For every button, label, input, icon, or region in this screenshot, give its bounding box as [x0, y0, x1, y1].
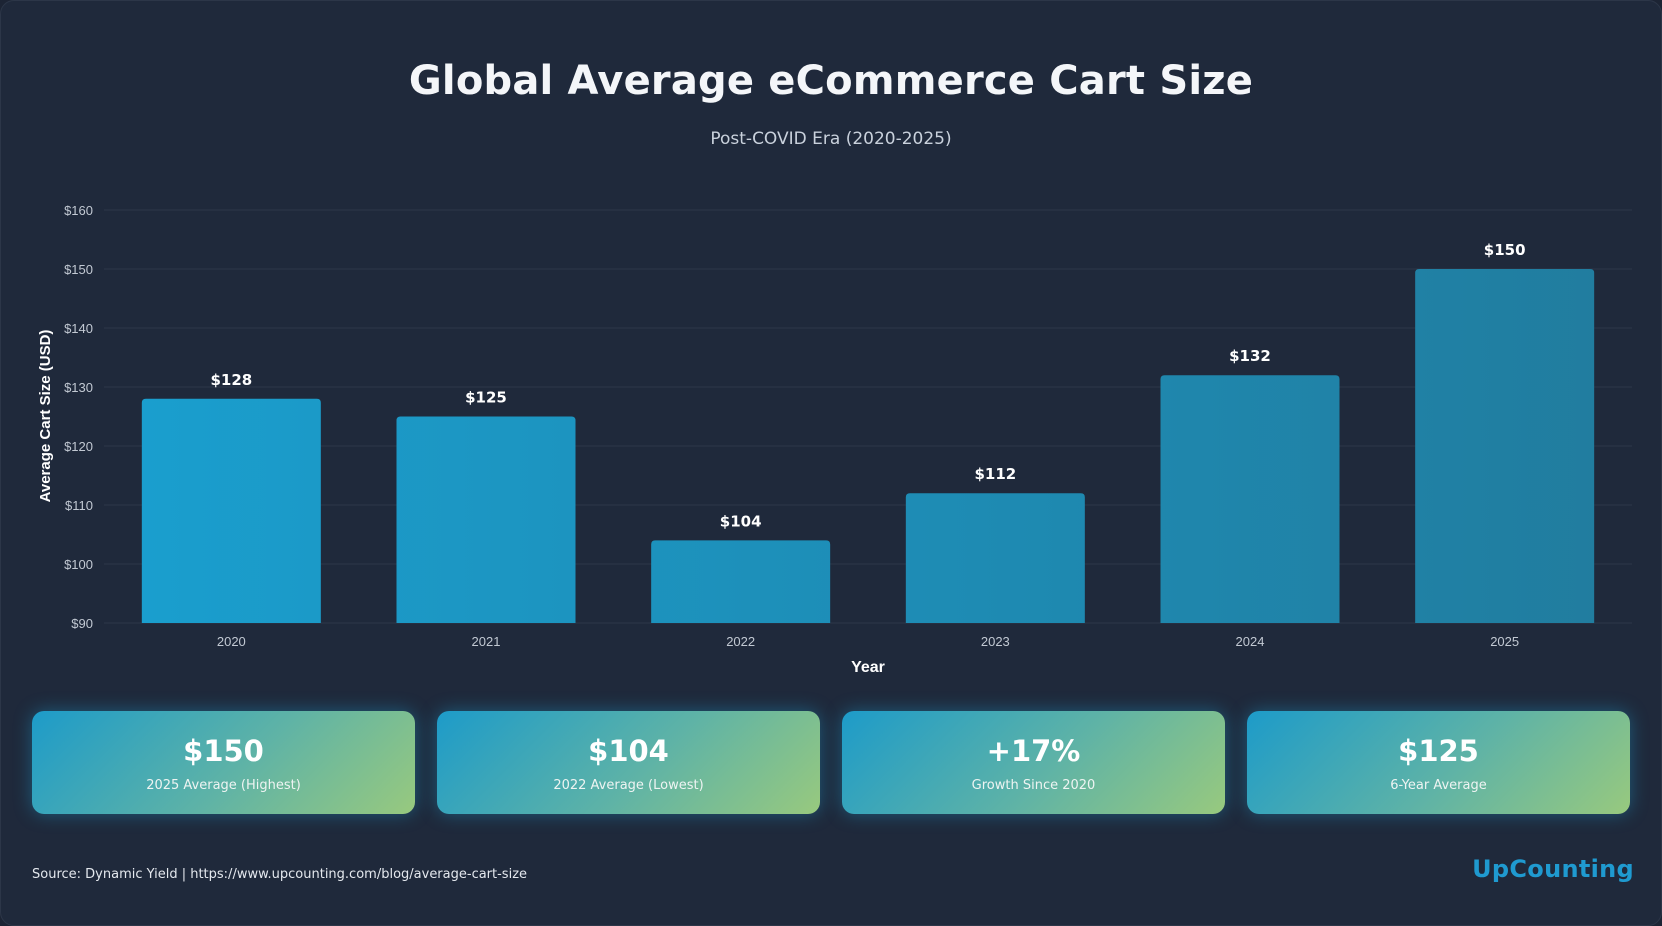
stat-label: 2025 Average (Highest) [146, 778, 301, 793]
source-text: Source: Dynamic Yield | https://www.upco… [32, 867, 528, 882]
bar-chart: $90 $100 $110 $120 $130 $140 $150 $160 $128 2020 $… [37, 203, 1632, 676]
bar [651, 540, 831, 623]
data-label: $150 [1484, 241, 1526, 259]
y-tick-label: $140 [64, 321, 93, 336]
data-label: $128 [210, 371, 252, 389]
y-tick-label: $90 [71, 616, 93, 631]
stat-value: $104 [588, 734, 669, 768]
data-label: $125 [465, 389, 507, 407]
y-axis-title: Average Cart Size (USD) [37, 330, 54, 503]
bar [905, 493, 1085, 623]
stat-label: Growth Since 2020 [971, 778, 1096, 793]
x-tick-label: 2021 [472, 634, 501, 649]
x-axis-title: Year [851, 659, 885, 676]
bar [396, 416, 576, 623]
y-tick-label: $110 [65, 498, 93, 513]
y-tick-label: $100 [64, 557, 93, 572]
stat-card-highest: $150 2025 Average (Highest) [32, 711, 415, 814]
x-tick-label: 2022 [726, 634, 755, 649]
stat-value: +17% [986, 734, 1081, 768]
x-tick-label: 2024 [1236, 634, 1265, 649]
bar [1415, 269, 1595, 623]
stat-label: 2022 Average (Lowest) [553, 778, 704, 793]
data-label: $112 [974, 465, 1016, 483]
y-tick-label: $150 [64, 262, 93, 277]
y-tick-label: $130 [64, 380, 93, 395]
chart-subtitle: Post-COVID Era (2020-2025) [710, 129, 952, 149]
stat-value: $125 [1398, 734, 1479, 768]
bar [1160, 375, 1340, 623]
data-label: $104 [720, 512, 762, 530]
stat-value: $150 [183, 734, 264, 768]
brand-logo: UpCounting [1472, 855, 1634, 883]
bar [141, 398, 321, 623]
x-tick-label: 2023 [981, 634, 1010, 649]
stat-card-lowest: $104 2022 Average (Lowest) [437, 711, 820, 814]
stat-label: 6-Year Average [1390, 778, 1487, 793]
y-tick-label: $120 [64, 439, 93, 454]
stat-card-average: $125 6-Year Average [1247, 711, 1630, 814]
x-tick-label: 2020 [217, 634, 246, 649]
stat-card-growth: +17% Growth Since 2020 [842, 711, 1225, 814]
data-label: $132 [1229, 347, 1271, 365]
chart-title: Global Average eCommerce Cart Size [408, 58, 1254, 104]
x-tick-label: 2025 [1490, 634, 1519, 649]
y-tick-label: $160 [64, 203, 93, 218]
